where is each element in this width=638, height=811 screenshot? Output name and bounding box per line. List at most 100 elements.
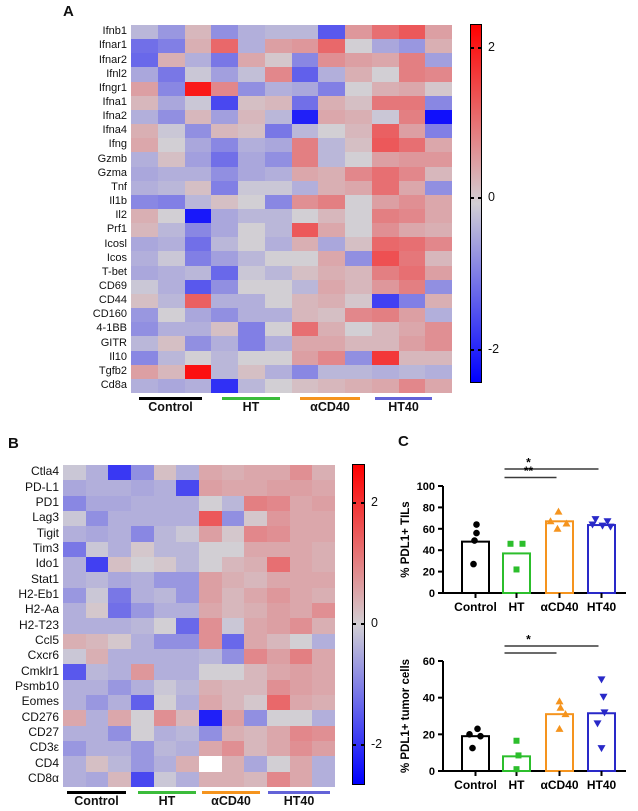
heatmap-cell: [244, 587, 268, 604]
heatmap-cell: [221, 771, 245, 788]
heatmap-cell: [425, 265, 453, 281]
group-label: HT40: [283, 794, 315, 808]
heatmap-cell: [131, 695, 155, 711]
heatmap-cell: [312, 587, 336, 604]
heatmap-cell: [211, 336, 239, 351]
heatmap-cell: [371, 194, 399, 210]
heatmap-cell: [211, 194, 239, 210]
heatmap-cell: [221, 725, 245, 742]
heatmap-cell: [371, 322, 399, 337]
x-tick-label: Control: [454, 600, 497, 614]
heatmap-cell: [131, 336, 159, 351]
heatmap-cell: [371, 152, 399, 167]
gene-label: CD27: [28, 724, 59, 739]
heatmap-cell: [153, 771, 177, 788]
heatmap-cell: [345, 166, 373, 182]
heatmap-cell: [108, 741, 132, 757]
heatmap-cell: [131, 194, 159, 210]
heatmap-cell: [398, 81, 426, 97]
heatmap-cell: [108, 695, 132, 711]
data-point: [469, 744, 476, 752]
heatmap-cell: [371, 138, 399, 153]
heatmap-cell: [425, 336, 453, 351]
heatmap-cell: [131, 293, 159, 309]
heatmap-cell: [63, 480, 87, 497]
heatmap-cell: [371, 209, 399, 224]
gene-label: Eomes: [21, 694, 59, 709]
heatmap-cell: [131, 725, 155, 742]
heatmap-cell: [211, 53, 239, 68]
heatmap-cell: [267, 756, 291, 773]
heatmap-cell: [318, 194, 346, 210]
heatmap-cell: [398, 279, 426, 295]
heatmap-cell: [264, 279, 292, 295]
group-label: HT40: [388, 400, 419, 414]
heatmap-cell: [221, 541, 245, 558]
heatmap-cell: [267, 587, 291, 604]
heatmap-cell: [267, 618, 291, 635]
heatmap-cell: [318, 237, 346, 252]
heatmap-cell: [291, 194, 319, 210]
heatmap-cell: [131, 81, 159, 97]
heatmap-cell: [131, 180, 159, 196]
heatmap-cell: [345, 109, 373, 125]
heatmap-cell: [85, 572, 109, 589]
heatmap-cell: [289, 771, 313, 788]
data-point: [600, 709, 609, 717]
data-point: [606, 523, 615, 531]
heatmap-cell: [153, 557, 177, 573]
heatmap-cell: [153, 679, 177, 696]
heatmap-cell: [176, 695, 200, 711]
heatmap-cell: [291, 378, 319, 394]
data-point: [603, 518, 612, 526]
colorbar-tick-label: -2: [488, 341, 500, 356]
gene-label: Il2: [115, 209, 127, 222]
y-tick-label: 40: [423, 545, 435, 557]
heatmap-cell: [425, 194, 453, 210]
heatmap-cell: [318, 81, 346, 97]
heatmap-cell: [221, 741, 245, 757]
heatmap-cell: [312, 572, 336, 589]
heatmap-panel-a: [131, 25, 453, 394]
heatmap-cell: [108, 771, 132, 788]
heatmap-cell: [153, 725, 177, 742]
heatmap-cell: [153, 603, 177, 619]
heatmap-cell: [131, 25, 159, 40]
heatmap-cell: [176, 541, 200, 558]
colorbar-tick-label: 2: [488, 40, 495, 55]
heatmap-cell: [199, 756, 223, 773]
heatmap-cell: [184, 25, 212, 40]
heatmap-cell: [131, 679, 155, 696]
heatmap-cell: [312, 633, 336, 650]
heatmap-cell: [211, 251, 239, 266]
gene-label: Cxcr6: [27, 648, 59, 663]
heatmap-cell: [221, 710, 245, 727]
heatmap-cell: [264, 152, 292, 167]
gene-label: Ctla4: [30, 464, 59, 479]
x-tick-label: HT: [509, 778, 526, 792]
heatmap-cell: [199, 587, 223, 604]
heatmap-cell: [345, 180, 373, 196]
heatmap-cell: [398, 293, 426, 309]
heatmap-cell: [176, 741, 200, 757]
bar-αCD40: [545, 713, 574, 772]
heatmap-cell: [184, 223, 212, 238]
heatmap-cell: [131, 322, 159, 337]
colorbar-tick: [470, 348, 474, 351]
heatmap-cell: [184, 336, 212, 351]
heatmap-cell: [345, 223, 373, 238]
heatmap-cell: [85, 649, 109, 665]
heatmap-cell: [199, 603, 223, 619]
heatmap-cell: [221, 664, 245, 681]
data-point: [599, 693, 608, 701]
group-underline: [67, 791, 126, 794]
heatmap-cell: [312, 649, 336, 665]
heatmap-cell: [312, 480, 336, 497]
heatmap-cell: [267, 603, 291, 619]
colorbar-tick-label: 0: [488, 190, 495, 205]
heatmap-cell: [199, 618, 223, 635]
heatmap-cell: [131, 209, 159, 224]
heatmap-cell: [184, 39, 212, 54]
heatmap-cell: [157, 124, 185, 139]
heatmap-cell: [131, 710, 155, 727]
